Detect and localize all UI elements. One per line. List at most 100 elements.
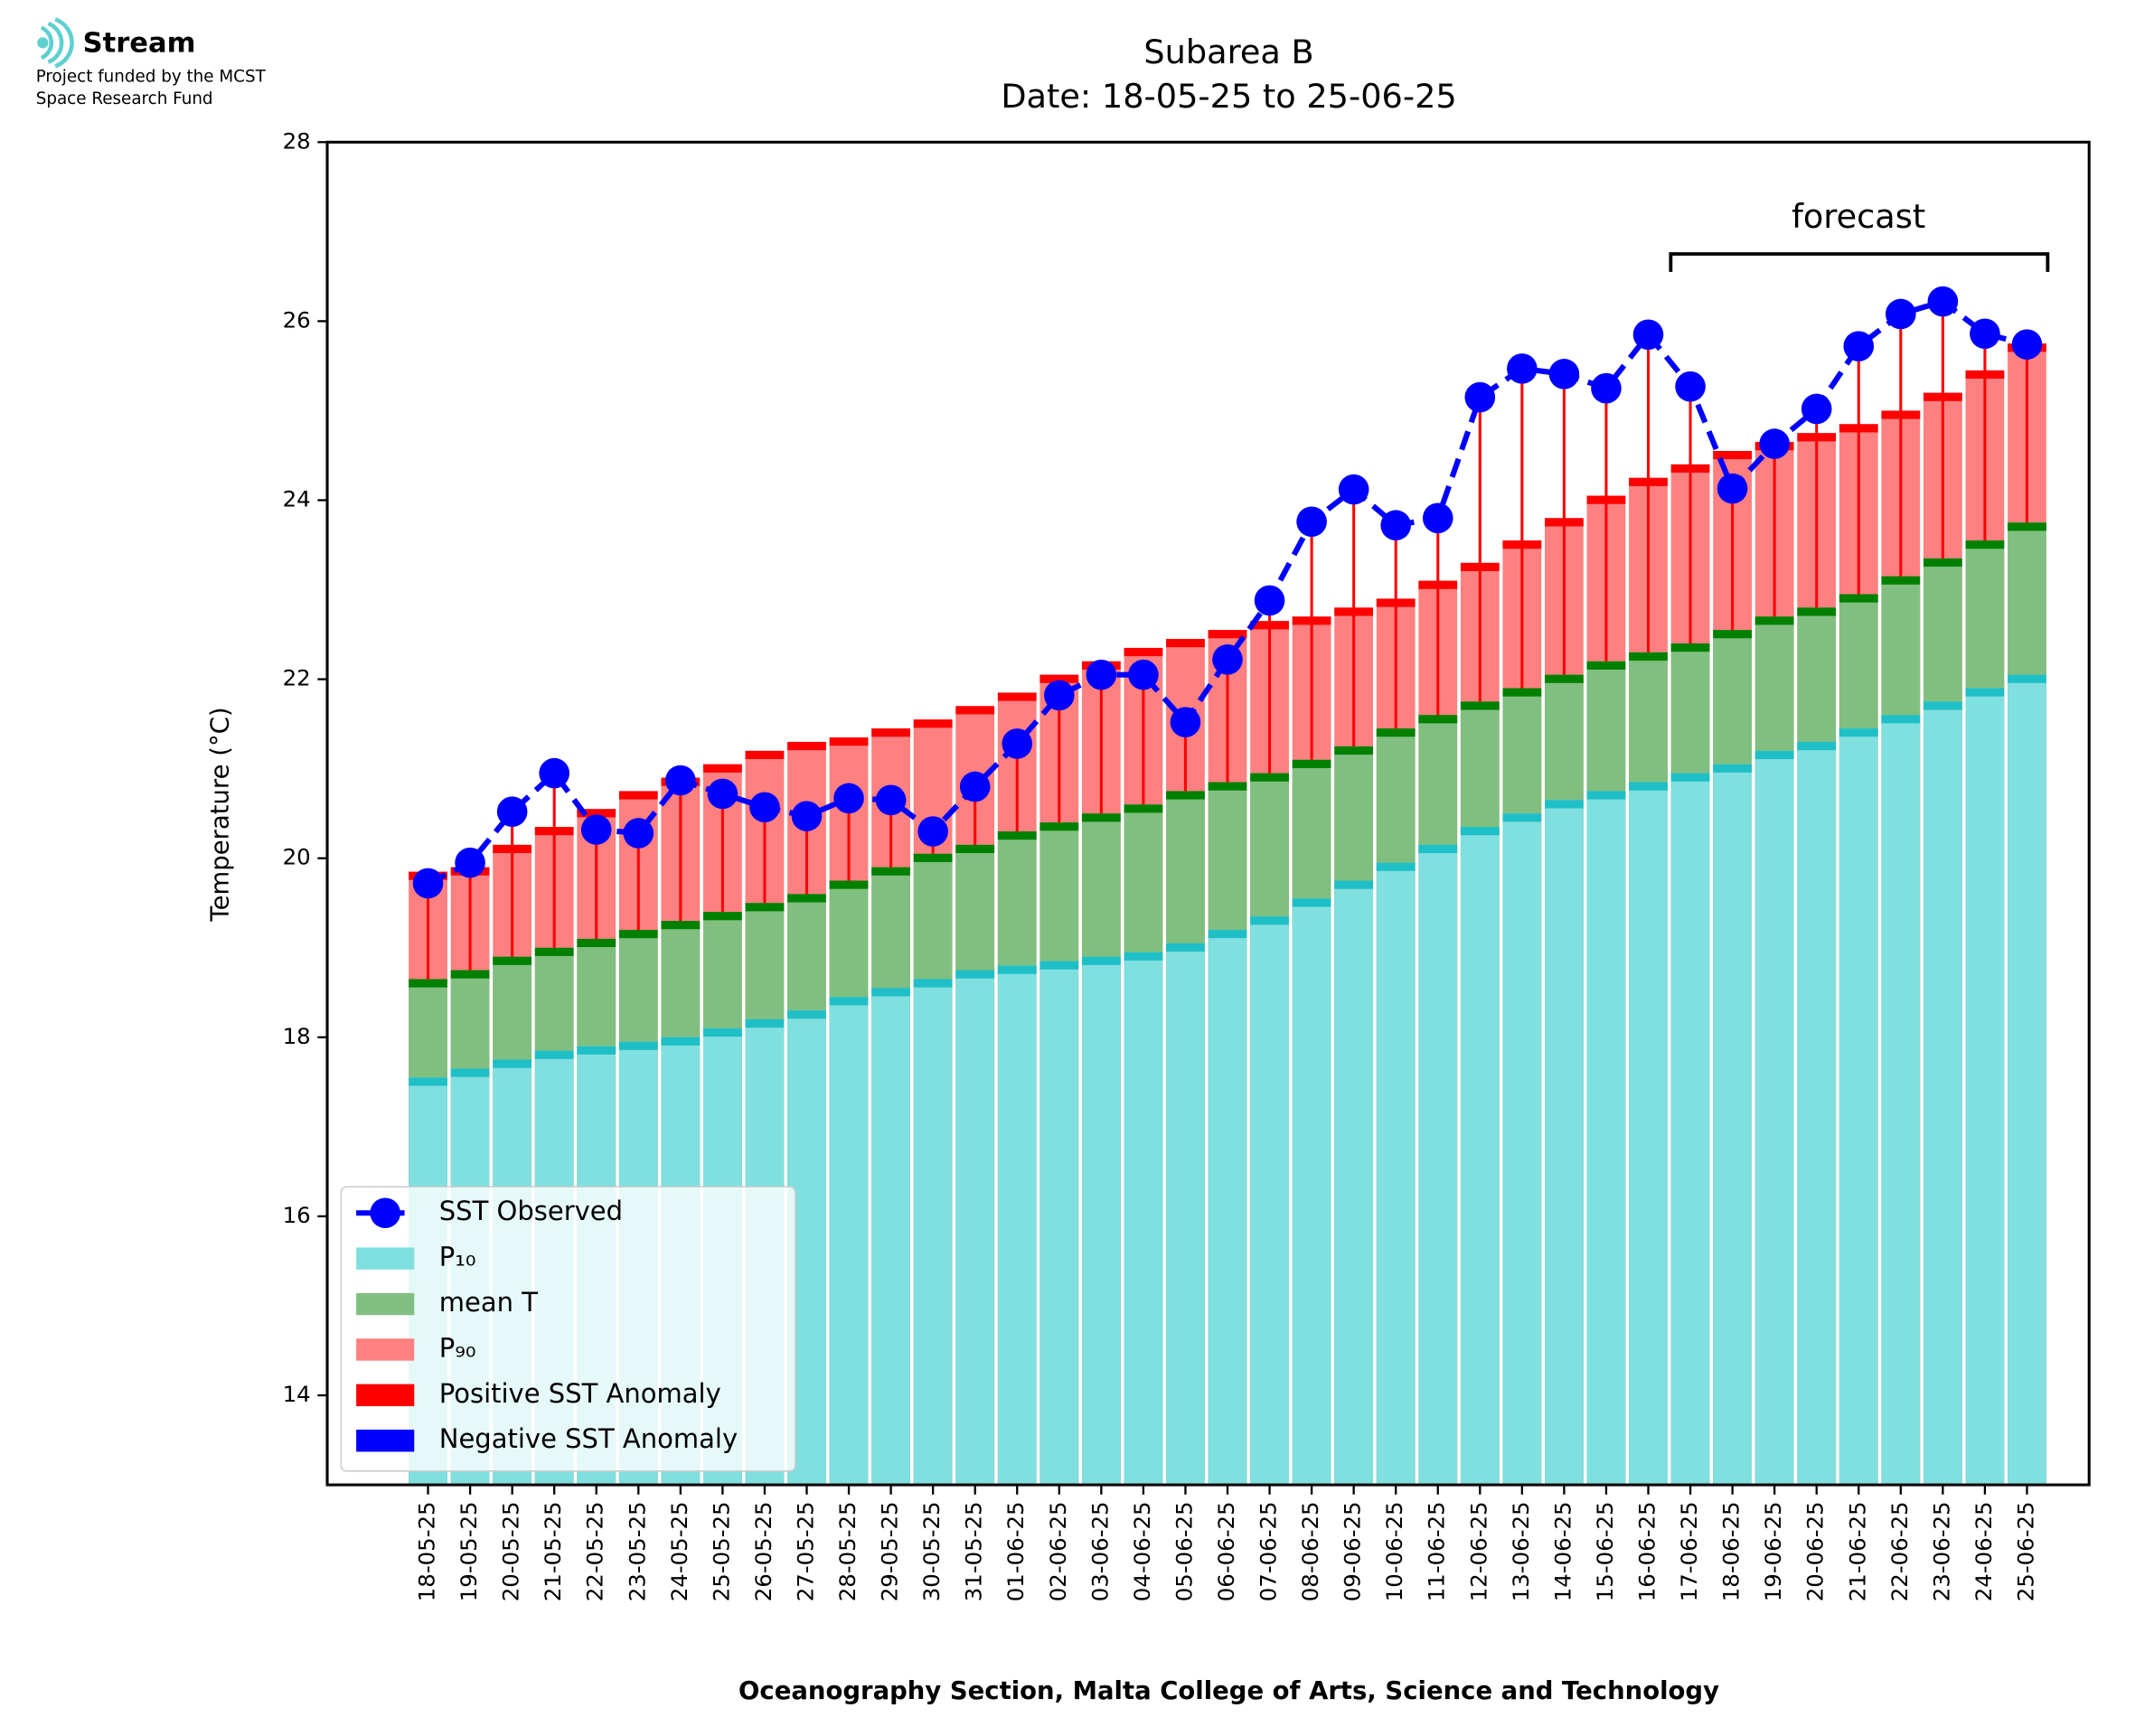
x-tick-label: 20-05-25 xyxy=(498,1501,524,1601)
bar-cap xyxy=(1923,558,1962,568)
bar-cap xyxy=(1754,750,1794,760)
bar-cap xyxy=(1334,880,1374,889)
bar xyxy=(1629,782,1668,1486)
x-tick-label: 30-05-25 xyxy=(918,1501,945,1601)
bar-cap xyxy=(1670,643,1710,652)
bar-cap xyxy=(1081,813,1121,822)
legend-swatch xyxy=(356,1430,415,1452)
sst-marker xyxy=(1128,659,1159,690)
bar-cap xyxy=(618,929,658,939)
bar-cap xyxy=(534,947,574,956)
bar xyxy=(955,970,995,1486)
y-tick-label: 26 xyxy=(283,306,311,333)
bar xyxy=(1460,827,1500,1486)
sst-marker xyxy=(623,818,654,849)
bar-cap xyxy=(1881,576,1921,585)
x-tick-label: 16-06-25 xyxy=(1634,1501,1660,1601)
legend-label: P₉₀ xyxy=(439,1332,476,1363)
sst-marker xyxy=(1843,331,1875,361)
x-tick-label: 26-05-25 xyxy=(750,1501,776,1601)
x-tick-label: 14-06-25 xyxy=(1549,1501,1576,1601)
x-tick-label: 27-05-25 xyxy=(792,1501,818,1601)
legend-label: P₁₀ xyxy=(439,1242,476,1272)
bar-cap xyxy=(1460,701,1500,710)
sst-marker xyxy=(749,792,780,823)
bar-cap xyxy=(1586,791,1626,800)
sst-marker xyxy=(1254,585,1285,616)
x-tick-label: 09-06-25 xyxy=(1340,1501,1366,1601)
bar-cap xyxy=(1629,652,1668,662)
x-tick-label: 02-06-25 xyxy=(1045,1501,1071,1601)
sst-marker xyxy=(1380,510,1412,541)
bar xyxy=(1502,813,1542,1486)
sst-marker xyxy=(707,778,738,810)
x-tick-label: 21-06-25 xyxy=(1844,1501,1870,1601)
bar-cap xyxy=(703,1028,742,1037)
sst-marker xyxy=(1002,728,1033,759)
sst-marker xyxy=(1170,707,1201,737)
bar-cap xyxy=(1460,827,1500,836)
bar-cap xyxy=(1039,822,1079,831)
plot-frame xyxy=(325,140,2091,1487)
bar-cap xyxy=(1629,782,1668,791)
sst-marker xyxy=(1338,474,1369,505)
bar-cap xyxy=(787,894,826,903)
bar xyxy=(1797,741,1837,1486)
x-tick-label: 23-06-25 xyxy=(1928,1501,1954,1601)
chart-subtitle: Date: 18-05-25 to 25-06-25 xyxy=(1001,77,1456,116)
y-tick-label: 24 xyxy=(283,485,311,511)
funding-line: Project funded by the MCST xyxy=(36,68,267,87)
sst-marker xyxy=(2011,329,2043,360)
x-tick-label: 22-05-25 xyxy=(582,1501,608,1601)
bar-cap xyxy=(661,1037,701,1046)
sst-marker xyxy=(1717,473,1748,504)
sst-marker xyxy=(1212,644,1243,675)
brand: Stream xyxy=(83,27,196,59)
bar-cap xyxy=(997,830,1037,840)
sst-marker xyxy=(833,783,864,814)
bar-cap xyxy=(577,809,616,818)
bar xyxy=(1039,961,1079,1486)
x-tick-label: 25-05-25 xyxy=(708,1501,734,1601)
bar-cap xyxy=(661,921,701,930)
x-tick-label: 19-05-25 xyxy=(456,1501,482,1601)
legend-label: mean T xyxy=(439,1287,538,1318)
x-tick-label: 08-06-25 xyxy=(1297,1501,1323,1601)
sst-marker xyxy=(1675,371,1706,402)
bar xyxy=(1965,688,2005,1486)
bar-cap xyxy=(2008,674,2046,683)
bar-cap xyxy=(1545,800,1584,809)
bar-cap xyxy=(745,1019,785,1028)
x-tick-label: 12-06-25 xyxy=(1465,1501,1491,1601)
x-tick-label: 31-05-25 xyxy=(961,1501,987,1601)
bar-cap xyxy=(829,737,869,746)
bar-cap xyxy=(1418,844,1458,854)
x-tick-label: 05-06-25 xyxy=(1171,1501,1197,1601)
bar-cap xyxy=(534,1050,574,1059)
bar xyxy=(1124,952,1163,1486)
sst-marker xyxy=(1548,359,1580,389)
bar-cap xyxy=(1713,451,1752,460)
bar-cap xyxy=(1081,956,1121,965)
legend-swatch xyxy=(356,1292,415,1316)
legend: SST Observed P₁₀ mean T P₉₀ Positive SST Ano… xyxy=(340,1186,796,1472)
sst-marker xyxy=(1970,318,2000,350)
bar-cap xyxy=(1713,764,1752,773)
x-tick-label: 20-06-25 xyxy=(1802,1501,1829,1601)
forecast-bracket xyxy=(1669,252,2050,272)
bar-cap xyxy=(1166,943,1205,952)
bar-cap xyxy=(1208,782,1247,791)
sst-marker xyxy=(959,771,991,802)
bar-cap xyxy=(1250,773,1289,782)
legend-swatch xyxy=(356,1247,415,1270)
legend-marker xyxy=(370,1197,400,1229)
bar-cap xyxy=(955,844,995,854)
bar-cap xyxy=(1502,813,1542,822)
sst-marker xyxy=(875,784,907,816)
bar-cap xyxy=(577,938,616,948)
bar-cap xyxy=(1376,728,1416,737)
bar-cap xyxy=(1166,639,1205,648)
sst-marker xyxy=(580,814,612,845)
x-tick-label: 22-06-25 xyxy=(1886,1501,1913,1601)
